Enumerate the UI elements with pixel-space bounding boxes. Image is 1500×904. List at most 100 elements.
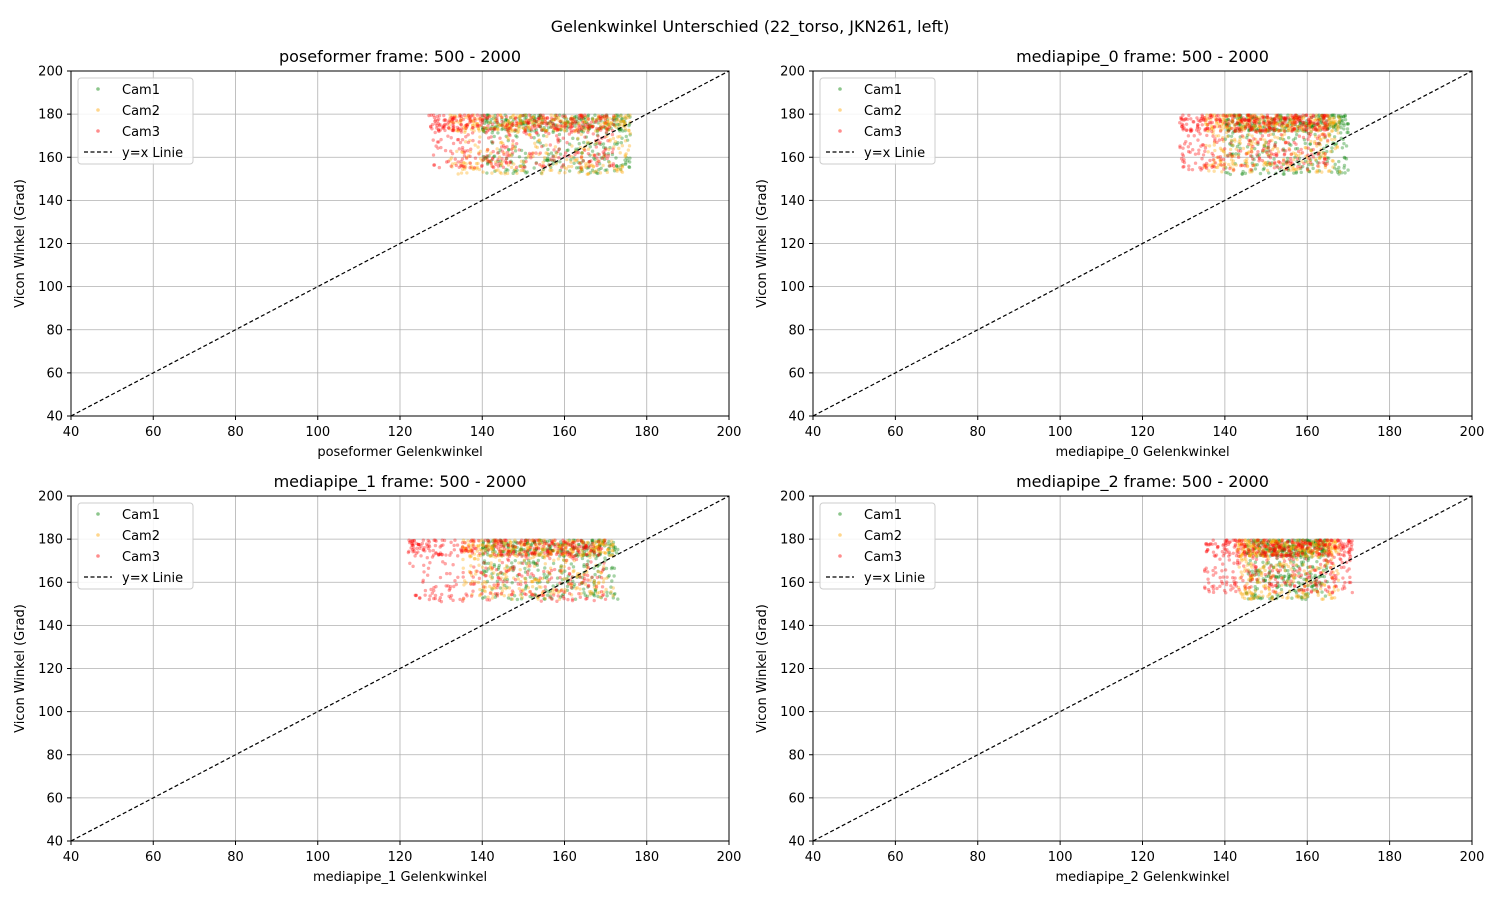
point-cam2 [624, 127, 627, 130]
point-cam3 [450, 594, 453, 597]
point-cam3 [498, 539, 501, 542]
point-cam3 [1313, 122, 1316, 125]
point-cam2 [512, 162, 515, 165]
point-cam3 [531, 539, 534, 542]
point-cam2 [589, 553, 592, 556]
point-cam2 [490, 171, 493, 174]
point-cam1 [485, 171, 488, 174]
point-cam2 [619, 121, 622, 124]
point-cam3 [526, 570, 529, 573]
point-cam3 [553, 117, 556, 120]
x-tick-label: 200 [1460, 425, 1485, 440]
point-cam3 [1276, 166, 1279, 169]
point-cam3 [1203, 150, 1206, 153]
point-cam3 [515, 124, 518, 127]
point-cam3 [458, 598, 461, 601]
point-cam3 [1289, 157, 1292, 160]
point-cam1 [621, 129, 624, 132]
point-cam2 [1229, 148, 1232, 151]
point-cam3 [1202, 163, 1205, 166]
point-cam1 [611, 566, 614, 569]
point-cam3 [525, 557, 528, 560]
point-cam3 [471, 114, 474, 117]
subplot-title: mediapipe_0 frame: 500 - 2000 [1016, 47, 1269, 67]
point-cam2 [612, 137, 615, 140]
point-cam2 [599, 171, 602, 174]
point-cam3 [539, 151, 542, 154]
point-cam3 [468, 155, 471, 158]
point-cam3 [1243, 119, 1246, 122]
point-cam3 [1252, 137, 1255, 140]
point-cam3 [477, 539, 480, 542]
point-cam3 [562, 163, 565, 166]
point-cam3 [464, 592, 467, 595]
point-cam3 [1200, 117, 1203, 120]
y-tick-label: 160 [780, 151, 805, 166]
y-tick-label: 160 [38, 576, 63, 591]
point-cam1 [1297, 581, 1300, 584]
point-cam3 [604, 121, 607, 124]
point-cam3 [1222, 114, 1225, 117]
point-cam3 [1273, 127, 1276, 130]
point-cam1 [493, 135, 496, 138]
point-cam3 [540, 599, 543, 602]
point-cam3 [518, 573, 521, 576]
point-cam2 [519, 548, 522, 551]
x-tick-label: 180 [634, 850, 659, 865]
point-cam2 [627, 129, 630, 132]
point-cam3 [412, 539, 415, 542]
point-cam3 [521, 114, 524, 117]
point-cam3 [530, 116, 533, 119]
point-cam3 [440, 593, 443, 596]
point-cam2 [1281, 137, 1284, 140]
point-cam3 [438, 166, 441, 169]
point-cam3 [1269, 156, 1272, 159]
point-cam1 [593, 114, 596, 117]
point-cam3 [1326, 128, 1329, 131]
point-cam2 [586, 140, 589, 143]
point-cam3 [1236, 121, 1239, 124]
point-cam2 [1316, 169, 1319, 172]
point-cam3 [473, 166, 476, 169]
point-cam3 [1292, 128, 1295, 131]
point-cam1 [1230, 135, 1233, 138]
point-cam3 [445, 160, 448, 163]
y-tick-label: 60 [46, 366, 63, 381]
point-cam3 [467, 141, 470, 144]
point-cam3 [471, 590, 474, 593]
subplot-title: mediapipe_1 frame: 500 - 2000 [274, 472, 527, 492]
point-cam2 [501, 583, 504, 586]
point-cam3 [1249, 154, 1252, 157]
point-cam3 [448, 119, 451, 122]
point-cam3 [428, 561, 431, 564]
point-cam3 [484, 131, 487, 134]
point-cam3 [1188, 151, 1191, 154]
point-cam2 [587, 148, 590, 151]
point-cam1 [578, 142, 581, 145]
point-cam1 [543, 566, 546, 569]
point-cam3 [422, 548, 425, 551]
point-cam3 [439, 138, 442, 141]
point-cam3 [557, 140, 560, 143]
point-cam3 [456, 160, 459, 163]
point-cam1 [1261, 561, 1264, 564]
point-cam3 [444, 584, 447, 587]
point-cam3 [538, 163, 541, 166]
point-cam3 [570, 582, 573, 585]
point-cam3 [1255, 153, 1258, 156]
point-cam3 [550, 549, 553, 552]
point-cam3 [427, 539, 430, 542]
point-cam3 [1210, 130, 1213, 133]
point-cam2 [1254, 589, 1257, 592]
point-cam2 [506, 172, 509, 175]
point-cam3 [1311, 155, 1314, 158]
point-cam1 [605, 594, 608, 597]
point-cam1 [1337, 160, 1340, 163]
x-tick-label: 80 [227, 425, 244, 440]
point-cam3 [1264, 127, 1267, 130]
point-cam3 [1210, 152, 1213, 155]
point-cam3 [1219, 129, 1222, 132]
